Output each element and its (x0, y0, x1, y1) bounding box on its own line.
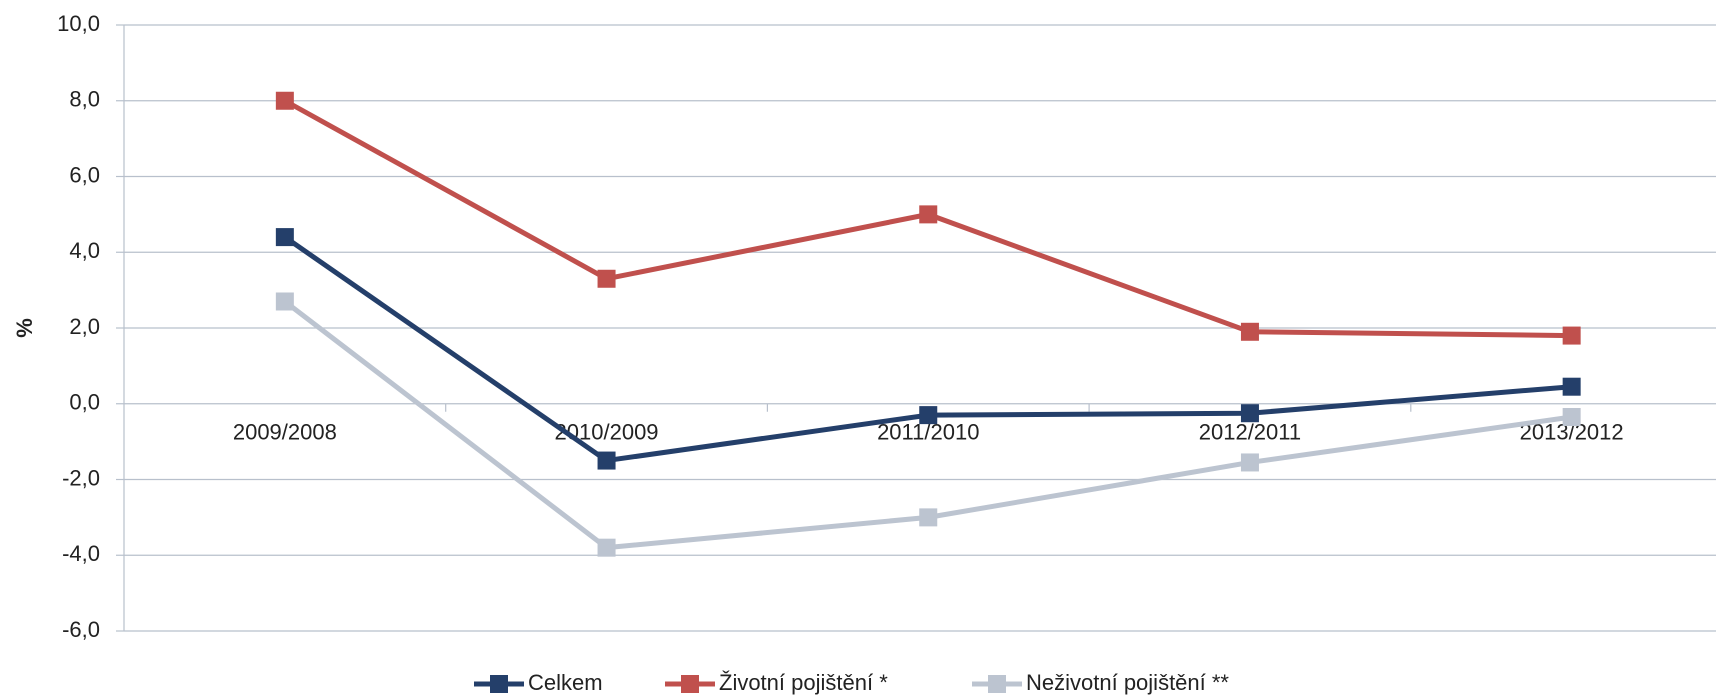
marker (597, 538, 616, 557)
marker (1240, 404, 1259, 423)
legend-label: Životní pojištění * (719, 670, 888, 695)
y-tick-label: -4,0 (62, 541, 100, 566)
marker (919, 205, 938, 224)
legend-label: Neživotní pojištění ** (1026, 670, 1229, 695)
legend-marker (988, 675, 1006, 693)
marker (275, 91, 294, 110)
y-tick-label: 6,0 (69, 162, 100, 187)
x-tick-label: 2009/2008 (233, 420, 337, 445)
marker (1562, 377, 1581, 396)
y-tick-label: -2,0 (62, 465, 100, 490)
y-tick-label: -6,0 (62, 617, 100, 642)
marker (1562, 408, 1581, 427)
y-tick-label: 0,0 (69, 390, 100, 415)
y-tick-label: 2,0 (69, 314, 100, 339)
legend-label: Celkem (528, 670, 603, 695)
marker (1240, 453, 1259, 472)
x-tick-label: 2012/2011 (1199, 420, 1301, 445)
marker (597, 269, 616, 288)
marker (1562, 326, 1581, 345)
legend-marker (490, 675, 508, 693)
marker (1240, 322, 1259, 341)
marker (919, 508, 938, 527)
x-tick-label: 2010/2009 (555, 420, 659, 445)
y-tick-label: 10,0 (57, 11, 100, 36)
legend-marker (681, 675, 699, 693)
marker (275, 228, 294, 247)
y-axis-label: % (12, 318, 37, 338)
marker (275, 292, 294, 311)
marker (919, 406, 938, 425)
y-tick-label: 4,0 (69, 238, 100, 263)
y-tick-label: 8,0 (69, 87, 100, 112)
marker (597, 451, 616, 470)
